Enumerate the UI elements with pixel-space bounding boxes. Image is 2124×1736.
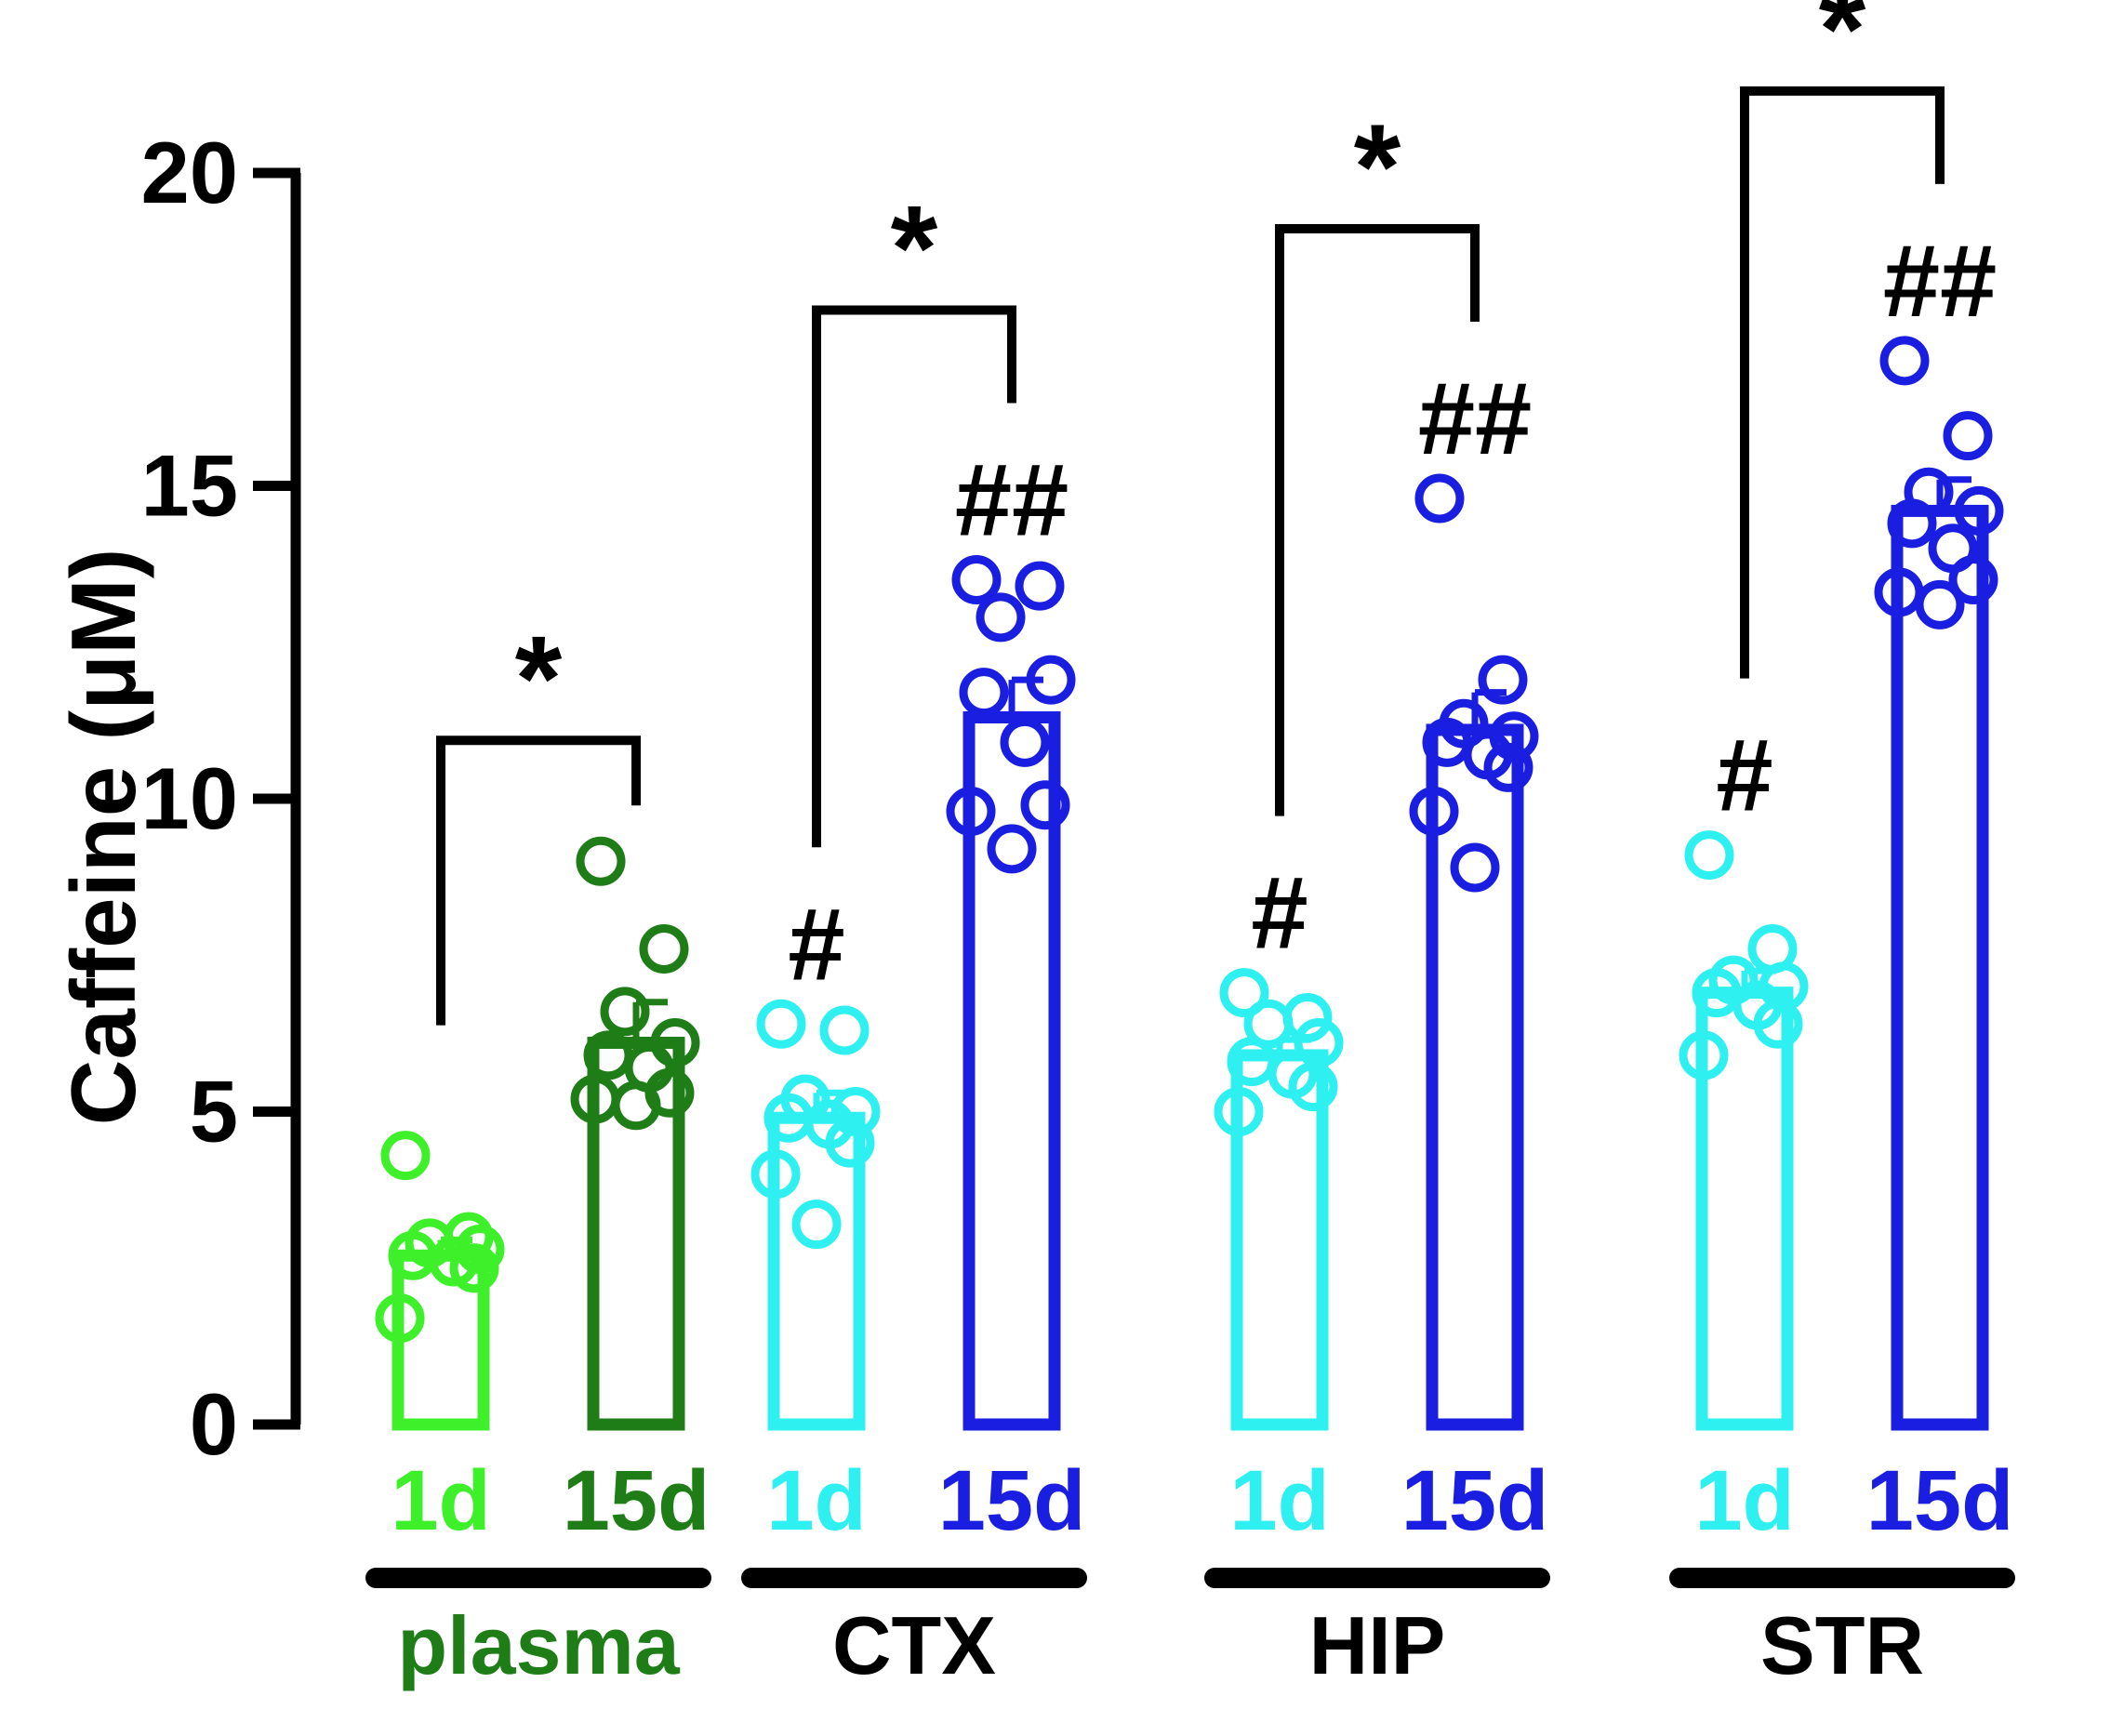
data-point (1000, 717, 1050, 767)
data-point (1684, 830, 1734, 881)
significance-star: * (1354, 99, 1401, 234)
group-name-ctx: CTX (832, 1599, 996, 1691)
data-point (1219, 968, 1269, 1018)
y-axis: 0 5 10 15 20 (140, 124, 301, 1473)
bar-label-1d: 1d (1229, 1453, 1329, 1548)
y-tick-label: 15 (140, 437, 238, 535)
bar-group-str: ###* (1679, 0, 2004, 1431)
data-point (650, 1017, 700, 1067)
data-point (1879, 336, 1930, 386)
y-tick-label: 10 (140, 749, 238, 847)
data-point (1214, 1087, 1264, 1136)
data-point (1414, 473, 1465, 523)
data-point (819, 1005, 870, 1055)
group-name-plasma: plasma (397, 1599, 680, 1691)
significance-hash-marker: ## (1883, 224, 1997, 338)
data-point (380, 1131, 431, 1181)
significance-hash-marker: ## (955, 443, 1069, 557)
data-point (611, 1080, 661, 1131)
y-axis-label: Caffeine (μM) (52, 549, 154, 1126)
data-point (750, 1149, 801, 1199)
bar-label-15d: 15d (1866, 1453, 2014, 1548)
data-point (1753, 999, 1803, 1049)
bar-label-1d: 1d (1694, 1453, 1794, 1548)
bar-label-1d: 1d (391, 1453, 490, 1548)
bar-hip-1d (1230, 1049, 1329, 1431)
data-point (375, 1293, 425, 1344)
significance-bracket (812, 305, 1016, 848)
data-point (791, 1199, 842, 1250)
significance-hash-marker: # (788, 887, 844, 1001)
significance-bracket (1740, 86, 1945, 679)
data-point (576, 836, 626, 886)
data-point (639, 924, 689, 974)
data-point (756, 999, 806, 1049)
group-labels: 1d 15d plasma 1d 15d CTX 1d 15d HIP 1d 15d STR (365, 1453, 2015, 1691)
data-point (1679, 1030, 1729, 1080)
data-point (1954, 485, 2004, 536)
significance-bracket (436, 735, 641, 1026)
data-point (830, 1087, 881, 1136)
y-tick-label: 5 (190, 1063, 238, 1160)
significance-hash-marker: # (1251, 856, 1308, 971)
bar-hip-15d (1426, 723, 1524, 1431)
data-point (1450, 842, 1500, 893)
bar-label-15d: 15d (938, 1453, 1086, 1548)
data-point (825, 1118, 875, 1168)
bar-str-15d (1891, 504, 1989, 1431)
data-point (1948, 554, 1998, 604)
significance-star: * (891, 179, 938, 315)
group-name-str: STR (1760, 1599, 1924, 1691)
data-point (1887, 498, 1937, 549)
data-point (1282, 993, 1333, 1043)
data-point (449, 1243, 499, 1293)
bar-str-1d (1695, 987, 1794, 1431)
bar-groups: *###*###*###* (375, 0, 2004, 1431)
bar-plasma-15d (587, 1036, 685, 1431)
significance-star: * (515, 610, 563, 746)
data-point (1483, 742, 1533, 792)
bar-group-ctx: ###* (750, 179, 1076, 1431)
data-point (1915, 579, 1965, 629)
bar-label-15d: 15d (1401, 1453, 1549, 1548)
data-point (1943, 411, 1993, 461)
data-point (600, 987, 650, 1037)
bar-group-plasma: * (375, 610, 700, 1431)
bar-group-hip: ###* (1214, 99, 1539, 1431)
data-point (429, 1237, 479, 1287)
data-point (1409, 786, 1459, 836)
data-point (1026, 655, 1076, 705)
data-point (976, 592, 1026, 643)
significance-star: * (1819, 0, 1866, 97)
significance-hash-marker: # (1716, 719, 1772, 833)
data-point (946, 786, 996, 836)
significance-bracket (1275, 223, 1480, 816)
data-point (1020, 780, 1070, 830)
data-point (1288, 1062, 1338, 1112)
bar-label-1d: 1d (766, 1453, 866, 1548)
data-point (951, 554, 1002, 604)
group-name-hip: HIP (1309, 1599, 1446, 1691)
data-point (987, 824, 1037, 874)
data-point (1478, 655, 1528, 705)
bar-label-15d: 15d (563, 1453, 710, 1548)
data-point (959, 668, 1009, 718)
y-tick-label: 0 (190, 1375, 238, 1473)
data-point (1015, 561, 1065, 611)
significance-hash-marker: ## (1418, 362, 1532, 476)
y-tick-label: 20 (140, 124, 238, 221)
